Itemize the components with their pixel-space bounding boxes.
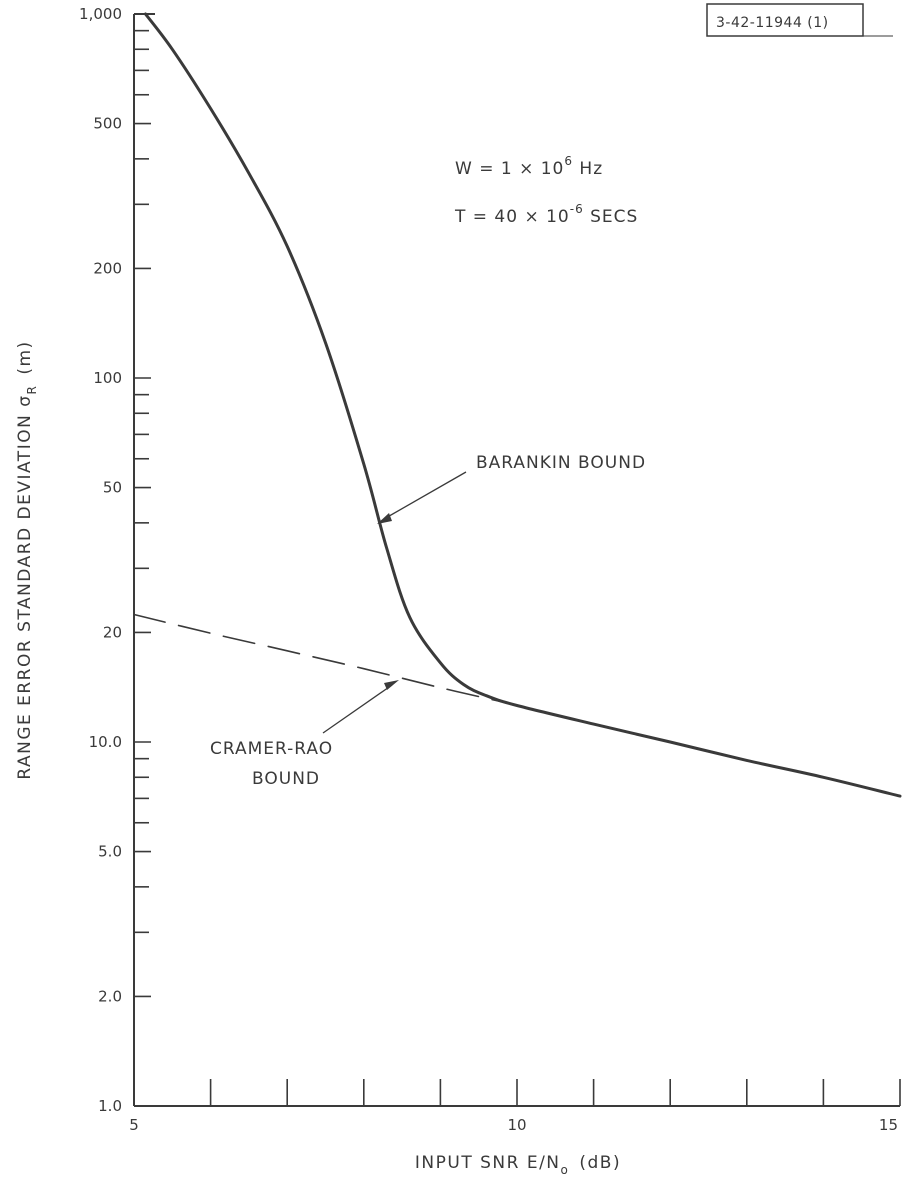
y-tick-label: 5.0 xyxy=(98,843,122,861)
param-t-label: T = 40 × 10-6 SECS xyxy=(454,202,638,227)
figure-id-label: 3-42-11944 (1) xyxy=(716,15,829,31)
y-axis-ticks xyxy=(134,13,151,1107)
y-tick-label: 1.0 xyxy=(98,1097,122,1115)
cramer-rao-label-line1: CRAMER-RAO xyxy=(210,739,333,759)
param-w-label: W = 1 × 106 Hz xyxy=(455,154,603,179)
figure-id-box: 3-42-11944 (1) xyxy=(706,3,893,37)
barankin-bound-curve xyxy=(144,12,902,798)
y-tick-label: 50 xyxy=(103,479,122,497)
cramer-rao-bound-curve xyxy=(133,613,503,703)
y-axis-title: RANGE ERROR STANDARD DEVIATION σR(m) xyxy=(15,340,39,779)
x-axis-ticks xyxy=(133,1079,901,1106)
y-tick-label: 500 xyxy=(93,115,122,133)
y-axis-tick-labels: 1.0 2.0 5.0 10.0 20 50 100 200 500 1,000 xyxy=(79,5,122,1115)
series-layer xyxy=(133,12,902,798)
x-axis-tick-labels: 5 10 15 xyxy=(129,1116,898,1134)
barankin-bound-label: BARANKIN BOUND xyxy=(476,453,646,473)
barankin-leader-line xyxy=(383,471,467,520)
y-tick-label: 200 xyxy=(93,259,122,277)
y-tick-label: 1,000 xyxy=(79,5,122,23)
cramer-rao-arrowhead xyxy=(384,680,399,690)
y-tick-label: 20 xyxy=(103,623,122,641)
cramer-rao-leader-line xyxy=(322,684,393,734)
y-tick-label: 100 xyxy=(93,369,122,387)
x-tick-label: 10 xyxy=(507,1116,526,1134)
cramer-rao-label-line2: BOUND xyxy=(252,769,320,789)
barankin-arrowhead xyxy=(377,513,392,524)
y-tick-label: 10.0 xyxy=(89,733,122,751)
y-tick-label: 2.0 xyxy=(98,987,122,1005)
x-tick-label: 15 xyxy=(879,1116,898,1134)
x-tick-label: 5 xyxy=(129,1116,139,1134)
x-axis-title: INPUT SNR E/No (dB) xyxy=(415,1153,621,1177)
